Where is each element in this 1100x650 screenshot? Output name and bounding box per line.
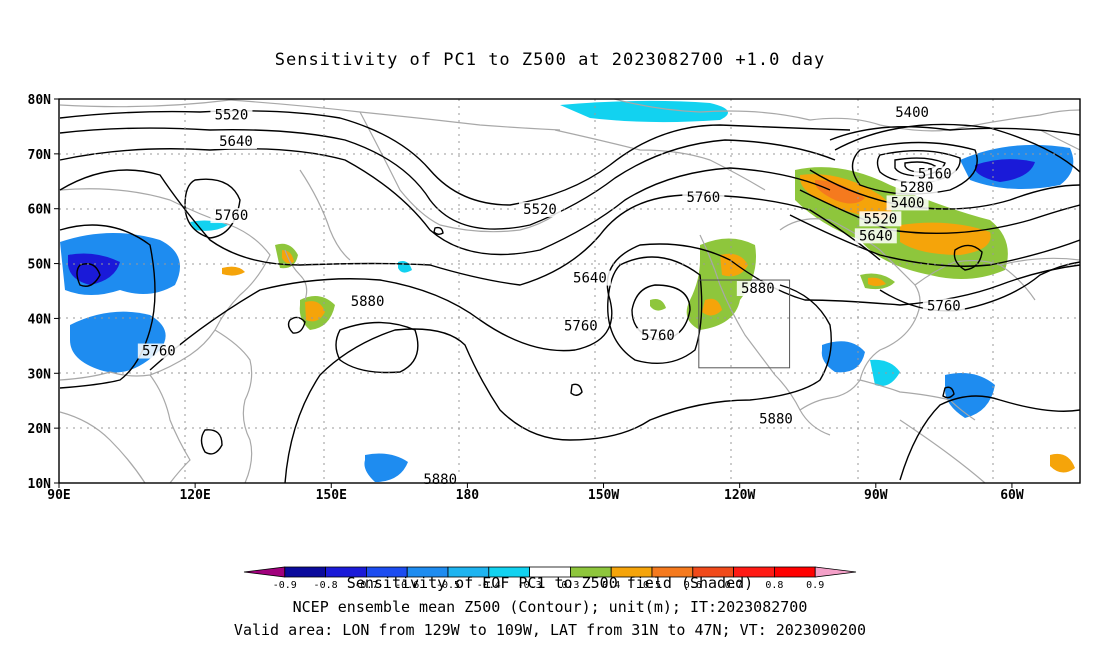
lon-label: 150W <box>588 488 619 503</box>
lat-label: 30N <box>28 367 52 382</box>
sensitivity-shading <box>60 100 1075 482</box>
lon-label: 90W <box>864 488 888 503</box>
contour-label: 5520 <box>523 202 557 218</box>
latitude-labels: 80N 70N 60N 50N 40N 30N 20N 10N <box>28 93 59 492</box>
z500-contours <box>59 110 1080 483</box>
contour-label: 5640 <box>859 228 893 244</box>
contour-label-bg <box>682 189 725 205</box>
contour-label-bg <box>859 211 902 227</box>
lat-label: 60N <box>28 203 52 218</box>
contour-label-bg <box>636 328 679 344</box>
colorbar-level-label: 0.3 <box>561 580 579 591</box>
contour-labels: 5520564057605760588055205640576057605760… <box>137 104 965 488</box>
lat-label: 40N <box>28 312 52 327</box>
colorbar-level-label: 0.5 <box>643 580 661 591</box>
colorbar-level-label: 0.4 <box>602 580 620 591</box>
colorbar-level-label: -0.7 <box>354 580 378 591</box>
colorbar-level-label: -0.6 <box>395 580 419 591</box>
lat-label: 20N <box>28 422 52 437</box>
contour-label: 5520 <box>863 211 897 227</box>
contour-label-bg <box>568 270 611 286</box>
contour-label-bg <box>210 208 253 224</box>
colorbar-level-label: -0.3 <box>518 580 542 591</box>
valid-area-box <box>698 279 791 369</box>
chart-title: Sensitivity of PC1 to Z500 at 2023082700… <box>274 50 826 70</box>
contour-label: 5760 <box>142 344 176 360</box>
colorbar-level-label: -0.8 <box>314 580 338 591</box>
contour-label: 5880 <box>423 472 457 488</box>
contour-label: 5520 <box>215 108 249 124</box>
contour-label: 5760 <box>564 318 598 334</box>
lat-label: 70N <box>28 148 52 163</box>
contour-label: 5880 <box>759 412 793 428</box>
lon-label: 90E <box>47 488 70 503</box>
lon-label: 150E <box>316 488 347 503</box>
contour-label: 5760 <box>215 208 249 224</box>
contour-label-bg <box>895 180 938 196</box>
colorbar-level-label: 0.9 <box>806 580 824 591</box>
colorbar-level-label: 0.8 <box>765 580 783 591</box>
contour-label-bg <box>559 318 602 334</box>
lon-label: 120E <box>179 488 210 503</box>
lat-label: 80N <box>28 93 52 108</box>
contour-label-bg <box>854 228 897 244</box>
colorbar-level-label: -0.4 <box>477 580 501 591</box>
contour-label: 5880 <box>351 294 385 310</box>
contour-label: 5400 <box>895 105 929 121</box>
footer-line-2: NCEP ensemble mean Z500 (Contour); unit(… <box>292 598 808 616</box>
colorbar-level-label: 0.6 <box>684 580 702 591</box>
colorbar-level-label: -0.5 <box>436 580 460 591</box>
contour-label: 5760 <box>927 299 961 315</box>
footer-line-3: Valid area: LON from 129W to 109W, LAT f… <box>233 621 867 639</box>
contour-label-bg <box>891 104 934 120</box>
contour-label-bg <box>886 195 929 211</box>
colorbar-level-label: 0.7 <box>725 580 743 591</box>
contour-label: 5880 <box>741 281 775 297</box>
colorbar-level-label: -0.9 <box>273 580 297 591</box>
contour-label-bg <box>736 281 779 296</box>
contour-label-bg <box>913 166 956 182</box>
contour-label: 5400 <box>891 195 925 211</box>
lon-label: 120W <box>724 488 755 503</box>
contour-label: 5280 <box>900 180 934 196</box>
plot-frame <box>58 98 1081 484</box>
gridlines <box>59 99 1080 483</box>
colorbar-swatch <box>814 566 857 578</box>
coastlines <box>59 99 1080 483</box>
longitude-labels: 90E 120E 150E 180 150W 120W 90W 60W <box>47 483 1024 503</box>
lon-label: 180 <box>456 488 480 503</box>
contour-label: 5760 <box>687 190 721 206</box>
contour-label-bg <box>214 133 257 149</box>
lat-label: 10N <box>28 477 52 492</box>
contour-label-bg <box>754 411 797 427</box>
contour-label: 5640 <box>573 271 607 287</box>
contour-label-bg <box>519 202 562 218</box>
contour-label: 5160 <box>918 166 952 182</box>
footer-line-1: Sensitivity of EOF PC1 to Z500 field (Sh… <box>346 574 754 592</box>
contour-label-bg <box>137 343 180 359</box>
contour-label-bg <box>210 107 253 123</box>
contour-label: 5760 <box>641 328 675 344</box>
colorbar: -0.9 -0.8 -0.7 -0.6 -0.5 -0.4 -0.3 0.3 0.4 0.5 0.6… <box>243 566 857 591</box>
lat-label: 50N <box>28 258 52 273</box>
lon-label: 60W <box>1000 488 1024 503</box>
contour-label-bg <box>346 294 389 310</box>
contour-label-bg <box>922 298 965 314</box>
contour-label: 5640 <box>219 134 253 150</box>
